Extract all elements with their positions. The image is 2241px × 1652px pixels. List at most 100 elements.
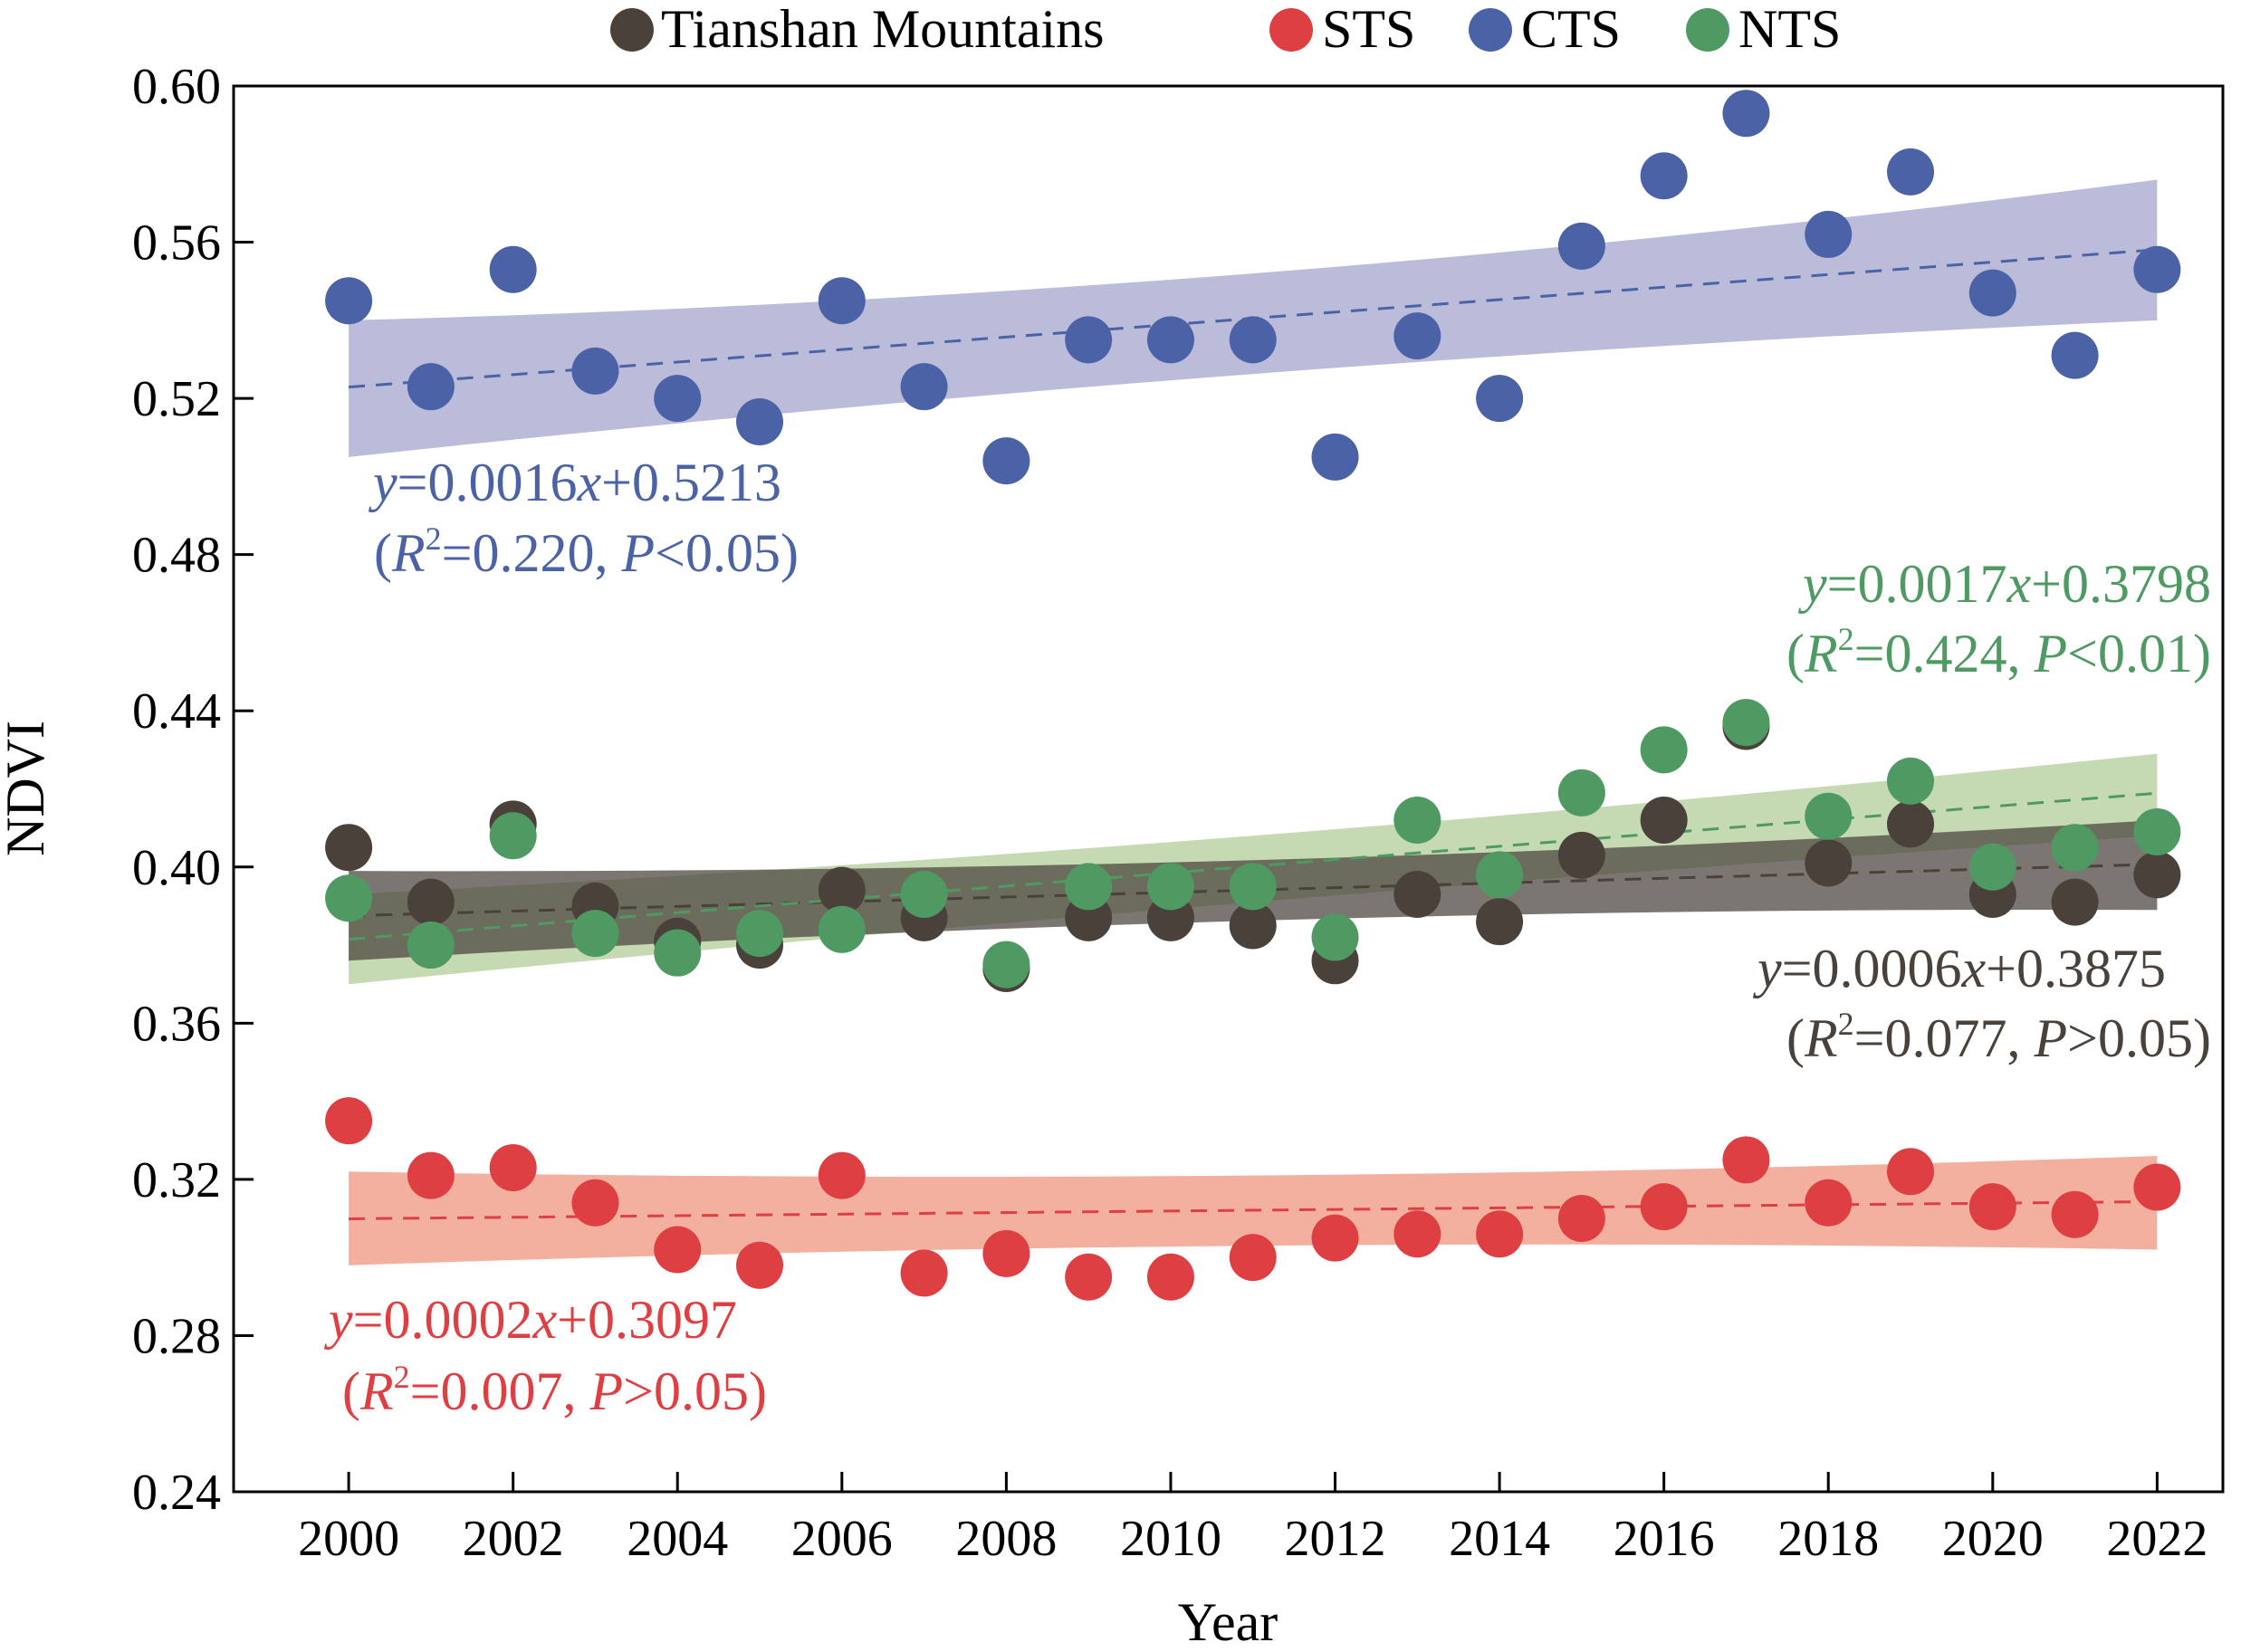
point-cts-2020	[1968, 269, 2016, 317]
x-tick-label: 2018	[1777, 1511, 1879, 1567]
point-sts-2022	[2133, 1163, 2181, 1211]
point-sts-2021	[2051, 1190, 2099, 1238]
point-nts-2001	[407, 921, 455, 969]
point-cts-2007	[900, 363, 948, 411]
point-tianshan-mountains-2019	[1887, 800, 1935, 848]
equation-cts-line2: (R2=0.220, P<0.05)	[374, 520, 799, 583]
x-axis-label: Year	[1178, 1592, 1279, 1652]
point-nts-2016	[1640, 726, 1688, 774]
point-sts-2006	[818, 1151, 866, 1199]
legend-marker-nts	[1686, 8, 1729, 52]
y-tick-label: 0.44	[132, 683, 221, 740]
point-cts-2009	[1065, 316, 1113, 364]
data-points	[325, 90, 2181, 1301]
equation-nts-line2: (R2=0.424, P<0.01)	[1786, 621, 2211, 683]
x-tick-label: 2006	[791, 1511, 893, 1567]
point-nts-2015	[1557, 769, 1605, 816]
point-sts-2003	[571, 1179, 619, 1227]
equation-sts-line1: y=0.0002x+0.3097	[323, 1290, 737, 1350]
y-tick-label: 0.52	[132, 371, 221, 427]
x-axis-ticks: 2000 2002 2004 2006 2008 2010 2012 2014 2016 2018…	[298, 1472, 2207, 1567]
point-sts-2017	[1722, 1136, 1770, 1184]
equation-nts: y=0.0017x+0.3798 (R2=0.424, P<0.01)	[1786, 554, 2211, 683]
point-sts-2020	[1968, 1183, 2016, 1231]
x-tick-label: 2014	[1449, 1511, 1550, 1567]
point-nts-2006	[818, 905, 866, 953]
legend-label-nts: NTS	[1738, 0, 1841, 59]
point-cts-2022	[2133, 245, 2181, 293]
point-cts-2010	[1146, 316, 1194, 364]
point-sts-2000	[325, 1097, 373, 1145]
point-cts-2011	[1229, 316, 1277, 364]
point-sts-2007	[900, 1249, 948, 1297]
y-tick-label: 0.32	[132, 1152, 221, 1208]
equation-sts: y=0.0002x+0.3097 (R2=0.007, P>0.05)	[323, 1290, 767, 1421]
point-tianshan-mountains-2021	[2051, 878, 2099, 926]
point-tianshan-mountains-2006	[818, 866, 866, 914]
equation-tianshan: y=0.0006x+0.3875 (R2=0.077, P>0.05)	[1752, 939, 2211, 1068]
point-sts-2016	[1640, 1183, 1688, 1231]
point-nts-2014	[1476, 851, 1524, 899]
legend-label-cts: CTS	[1521, 0, 1621, 59]
plot-frame	[232, 84, 2225, 1494]
point-cts-2017	[1722, 90, 1770, 138]
point-nts-2020	[1968, 843, 2016, 891]
point-nts-2009	[1065, 863, 1113, 911]
x-tick-label: 2016	[1614, 1511, 1715, 1567]
x-tick-label: 2022	[2106, 1511, 2207, 1567]
point-cts-2001	[407, 363, 455, 411]
x-tick-label: 2000	[298, 1511, 399, 1567]
point-nts-2018	[1805, 792, 1853, 840]
point-sts-2015	[1557, 1195, 1605, 1243]
point-nts-2012	[1311, 913, 1359, 961]
point-tianshan-mountains-2011	[1229, 902, 1277, 950]
point-sts-2009	[1065, 1253, 1113, 1301]
point-sts-2014	[1476, 1210, 1524, 1258]
point-nts-2008	[982, 941, 1030, 988]
y-axis-label: NDVI	[0, 721, 55, 856]
point-cts-2015	[1557, 222, 1605, 270]
point-tianshan-mountains-2018	[1805, 839, 1853, 887]
point-tianshan-mountains-2001	[407, 878, 455, 926]
point-cts-2019	[1887, 148, 1935, 196]
equation-cts-line1: y=0.0016x+0.5213	[368, 453, 781, 512]
legend-label-sts: STS	[1322, 0, 1415, 59]
point-nts-2022	[2133, 807, 2181, 855]
point-sts-2004	[654, 1226, 702, 1274]
legend-label-tianshan: Tianshan Mountains	[661, 0, 1105, 59]
point-sts-2008	[982, 1229, 1030, 1277]
legend-marker-tianshan	[610, 8, 654, 52]
point-cts-2012	[1311, 433, 1359, 481]
equation-nts-line1: y=0.0017x+0.3798	[1797, 554, 2211, 614]
point-cts-2018	[1805, 210, 1853, 258]
point-nts-2003	[571, 910, 619, 958]
point-cts-2000	[325, 277, 373, 325]
point-tianshan-mountains-2022	[2133, 851, 2181, 899]
point-nts-2000	[325, 874, 373, 922]
equation-cts: y=0.0016x+0.5213 (R2=0.220, P<0.05)	[368, 453, 799, 583]
point-cts-2004	[654, 375, 702, 423]
y-tick-label: 0.48	[132, 528, 221, 584]
point-cts-2008	[982, 437, 1030, 485]
point-cts-2021	[2051, 331, 2099, 379]
point-nts-2011	[1229, 863, 1277, 911]
point-nts-2013	[1393, 797, 1441, 845]
point-cts-2013	[1393, 312, 1441, 360]
equation-tianshan-line1: y=0.0006x+0.3875	[1752, 939, 2166, 998]
point-nts-2017	[1722, 699, 1770, 747]
x-tick-label: 2020	[1942, 1511, 2044, 1567]
x-tick-label: 2012	[1285, 1511, 1386, 1567]
legend-marker-sts	[1269, 8, 1313, 52]
point-sts-2011	[1229, 1234, 1277, 1282]
point-tianshan-mountains-2000	[325, 824, 373, 872]
y-tick-label: 0.56	[132, 215, 221, 272]
point-nts-2010	[1146, 863, 1194, 911]
point-sts-2018	[1805, 1179, 1853, 1227]
point-nts-2007	[900, 870, 948, 918]
point-sts-2001	[407, 1151, 455, 1199]
point-nts-2019	[1887, 757, 1935, 805]
equation-sts-line2: (R2=0.007, P>0.05)	[342, 1359, 767, 1421]
x-tick-label: 2002	[463, 1511, 564, 1567]
point-tianshan-mountains-2015	[1557, 831, 1605, 879]
